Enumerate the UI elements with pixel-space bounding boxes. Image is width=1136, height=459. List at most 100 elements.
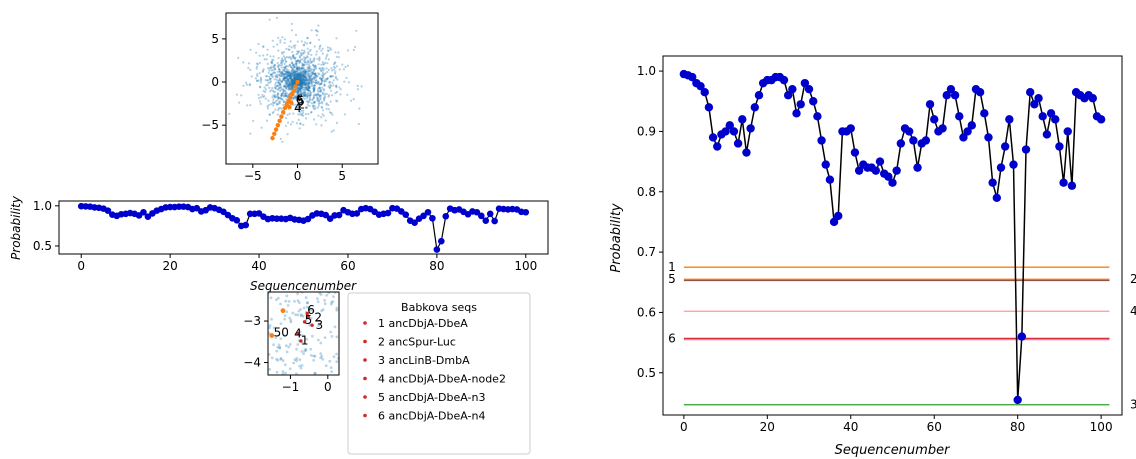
cloud-point: [297, 74, 300, 77]
cloud-point: [320, 67, 323, 70]
cloud-point: [293, 75, 296, 78]
cloud-point: [275, 81, 278, 84]
cloud-point: [300, 81, 303, 84]
zoom-cloud-point: [297, 309, 301, 313]
zoom-cloud-point: [275, 298, 278, 302]
cloud-point: [290, 78, 293, 82]
cloud-point: [274, 96, 277, 99]
cloud-point: [315, 34, 318, 37]
prob-large-point: [821, 160, 830, 169]
cloud-point: [298, 55, 301, 58]
cloud-point: [281, 92, 284, 95]
cloud-point: [320, 74, 323, 77]
zoom-cloud-point: [300, 334, 304, 337]
cloud-point: [263, 86, 266, 89]
cloud-point: [306, 88, 309, 91]
cloud-point: [274, 83, 277, 86]
cloud-point: [288, 63, 291, 66]
cloud-point: [299, 83, 302, 86]
cloud-point: [293, 81, 296, 84]
cloud-point: [276, 84, 279, 88]
cloud-point: [306, 75, 310, 78]
cloud-point: [281, 98, 284, 101]
cloud-point: [335, 84, 338, 87]
cloud-point: [271, 60, 274, 63]
zoom-cloud-point: [330, 370, 334, 373]
cloud-point: [302, 97, 305, 100]
prob-large-point: [713, 142, 722, 151]
cloud-point: [298, 106, 301, 109]
cloud-point: [307, 70, 310, 73]
cloud-point: [310, 81, 313, 84]
cloud-point: [317, 92, 320, 95]
cloud-point: [307, 79, 310, 82]
cloud-point: [295, 63, 298, 66]
cloud-point: [335, 121, 339, 124]
cloud-point: [304, 95, 307, 98]
cloud-point: [305, 81, 308, 84]
cloud-point: [262, 95, 265, 98]
cloud-point: [329, 48, 333, 51]
cloud-point: [312, 60, 316, 63]
prob-large-point: [746, 124, 755, 133]
cloud-point: [301, 74, 304, 77]
cloud-point: [331, 81, 334, 84]
cloud-point: [268, 113, 271, 116]
cloud-point: [268, 86, 271, 89]
prob-large-line: [683, 73, 1102, 400]
cloud-point: [279, 80, 282, 83]
cloud-point: [319, 44, 322, 47]
cloud-point: [312, 90, 315, 94]
cloud-point: [284, 86, 287, 90]
cloud-point: [280, 98, 283, 101]
cloud-point: [290, 79, 293, 82]
prob-large-point: [888, 178, 897, 187]
cloud-point: [279, 97, 282, 100]
cloud-point: [294, 103, 297, 106]
cloud-point: [272, 66, 275, 69]
cloud-point: [312, 104, 315, 107]
cloud-point: [312, 69, 315, 72]
cloud-point: [276, 92, 279, 95]
cloud-point: [277, 97, 280, 100]
cloud-point: [275, 102, 279, 105]
cloud-point: [311, 77, 314, 80]
cloud-point: [312, 75, 315, 78]
cloud-point: [271, 39, 274, 42]
cloud-point: [293, 82, 296, 85]
zoom-cloud-point: [281, 372, 285, 375]
cloud-point: [328, 87, 331, 90]
cloud-point: [313, 86, 316, 89]
cloud-point: [290, 74, 293, 77]
cloud-point: [278, 77, 281, 80]
cloud-point: [309, 48, 312, 51]
cloud-point: [300, 79, 303, 82]
cloud-point: [277, 65, 280, 69]
prob-large-point: [925, 100, 935, 109]
cloud-point: [274, 100, 278, 103]
cloud-point: [296, 108, 299, 111]
cloud-point: [309, 68, 312, 71]
cloud-point: [295, 122, 299, 125]
cloud-point: [294, 73, 297, 76]
cloud-point: [327, 108, 330, 111]
zoom-cloud-point: [313, 371, 317, 375]
cloud-point: [258, 100, 262, 103]
cloud-point: [283, 62, 286, 65]
zoom-cloud-point: [300, 364, 304, 367]
cloud-point: [281, 57, 284, 60]
cloud-point: [303, 86, 306, 89]
cloud-point: [255, 65, 259, 68]
cloud-point: [302, 75, 305, 78]
cloud-point: [278, 102, 281, 105]
cloud-point: [317, 80, 320, 84]
prob-small-point: [353, 210, 361, 217]
cloud-point: [311, 72, 314, 75]
cloud-point: [277, 97, 280, 100]
zoom-cloud-point: [284, 299, 288, 303]
cloud-point: [293, 74, 296, 77]
cloud-point: [285, 73, 288, 76]
cloud-point: [288, 48, 291, 51]
